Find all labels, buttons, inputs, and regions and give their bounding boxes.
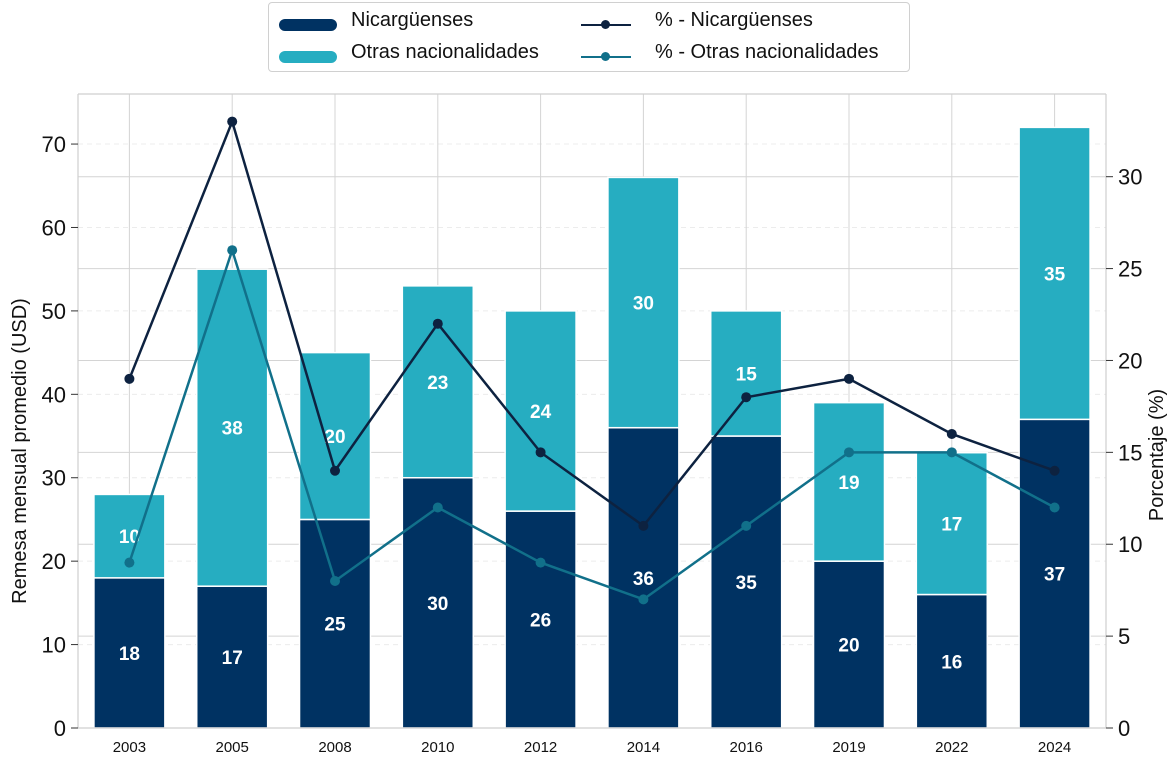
- bar-label-nicarguenses: 25: [324, 615, 346, 636]
- y-tick-label: 0: [54, 716, 66, 741]
- y2-axis-title: Porcentaje (%): [1146, 389, 1168, 521]
- point-pct-otras: [535, 557, 546, 568]
- point-pct-otras: [124, 557, 135, 568]
- point-pct-nicarguenses: [1049, 465, 1060, 476]
- y-axis-title: Remesa mensual promedio (USD): [9, 298, 31, 604]
- bar-nicarguenses: [93, 577, 166, 729]
- legend-swatch-otras: [279, 51, 337, 63]
- bar-otras: [915, 451, 989, 596]
- bar-otras: [401, 285, 475, 479]
- x-tick-label: 2010: [421, 739, 454, 756]
- legend-swatch-nicarguenses: [279, 19, 337, 31]
- bar-label-nicarguenses: 18: [119, 644, 140, 665]
- point-pct-otras: [432, 502, 443, 513]
- bar-label-nicarguenses: 30: [427, 594, 448, 615]
- y-tick-label: 70: [42, 132, 66, 157]
- bar-label-otras: 23: [427, 373, 448, 394]
- bar-label-nicarguenses: 17: [222, 648, 243, 669]
- bar-nicarguenses: [812, 560, 886, 729]
- point-pct-nicarguenses: [946, 428, 957, 439]
- bar-label-otras: 19: [838, 473, 859, 494]
- bar-label-otras: 20: [324, 427, 345, 448]
- point-pct-otras: [844, 447, 854, 458]
- y2-tick-label: 30: [1118, 165, 1142, 190]
- bar-nicarguenses: [607, 426, 680, 729]
- bar-label-otras: 35: [1044, 264, 1066, 285]
- bar-label-otras: 17: [941, 515, 962, 536]
- point-pct-otras: [1049, 502, 1060, 513]
- y2-tick-label: 0: [1118, 716, 1130, 741]
- y2-tick-label: 5: [1118, 624, 1130, 649]
- y-tick-label: 50: [42, 299, 66, 324]
- y2-tick-label: 15: [1118, 440, 1142, 465]
- bar-nicarguenses: [195, 585, 269, 729]
- x-tick-label: 2012: [524, 739, 557, 756]
- bar-otras: [607, 176, 680, 429]
- point-pct-otras: [946, 447, 957, 458]
- x-tick-label: 2016: [730, 739, 763, 756]
- bar-nicarguenses: [298, 518, 372, 729]
- bar-nicarguenses: [504, 510, 577, 729]
- bar-nicarguenses: [709, 435, 783, 729]
- point-pct-nicarguenses: [844, 373, 854, 384]
- legend-label-otras: Otras nacionalidades: [351, 41, 539, 63]
- bar-label-nicarguenses: 37: [1044, 565, 1065, 586]
- point-pct-nicarguenses: [432, 318, 443, 329]
- legend-dot-pct-nicarguenses: [601, 20, 610, 29]
- x-tick-label: 2005: [216, 739, 249, 756]
- bar-label-otras: 24: [530, 402, 552, 423]
- point-pct-nicarguenses: [124, 373, 135, 384]
- point-pct-otras: [638, 594, 649, 605]
- bar-otras: [709, 310, 783, 437]
- x-tick-label: 2008: [318, 739, 351, 756]
- y2-tick-label: 25: [1118, 257, 1142, 282]
- bar-label-nicarguenses: 35: [736, 573, 758, 594]
- point-pct-otras: [227, 245, 238, 256]
- y2-tick-label: 10: [1118, 532, 1142, 557]
- series-line-pct-otras: [128, 246, 1056, 601]
- x-tick-label: 2022: [935, 739, 968, 756]
- legend-label-nicarguenses: Nicargüenses: [351, 9, 474, 31]
- bar-otras: [504, 310, 577, 512]
- x-tick-label: 2003: [113, 739, 146, 756]
- y-tick-label: 30: [42, 466, 66, 491]
- x-tick-label: 2014: [627, 739, 660, 756]
- point-pct-nicarguenses: [227, 116, 238, 127]
- y-tick-label: 40: [42, 382, 66, 407]
- y2-tick-label: 20: [1118, 348, 1142, 373]
- point-pct-otras: [741, 520, 752, 531]
- bar-label-nicarguenses: 26: [530, 611, 551, 632]
- bar-nicarguenses: [915, 593, 989, 729]
- point-pct-otras: [330, 575, 340, 586]
- bar-label-nicarguenses: 16: [941, 652, 962, 673]
- x-tick-label: 2019: [832, 739, 865, 756]
- point-pct-nicarguenses: [330, 465, 340, 476]
- y-tick-label: 20: [42, 549, 66, 574]
- legend-label-pct-nicarguenses: % - Nicargüenses: [655, 9, 813, 31]
- point-pct-nicarguenses: [535, 447, 546, 458]
- legend: Nicargüenses Otras nacionalidades % - Ni…: [268, 2, 910, 72]
- legend-label-pct-otras: % - Otras nacionalidades: [655, 41, 879, 63]
- bar-label-otras: 38: [222, 419, 243, 440]
- x-tick-label: 2024: [1038, 739, 1071, 756]
- y-tick-label: 60: [42, 215, 66, 240]
- bar-label-otras: 15: [736, 364, 758, 385]
- y-tick-label: 10: [42, 633, 66, 658]
- point-pct-nicarguenses: [741, 392, 752, 403]
- legend-dot-pct-otras: [601, 52, 610, 61]
- bar-label-otras: 30: [633, 294, 654, 315]
- series-line-pct-nicarguenses: [128, 117, 1056, 528]
- bar-otras: [1018, 126, 1091, 421]
- bar-label-nicarguenses: 36: [633, 569, 654, 590]
- bar-otras: [812, 401, 886, 562]
- bar-label-nicarguenses: 20: [838, 636, 859, 657]
- point-pct-nicarguenses: [638, 520, 649, 531]
